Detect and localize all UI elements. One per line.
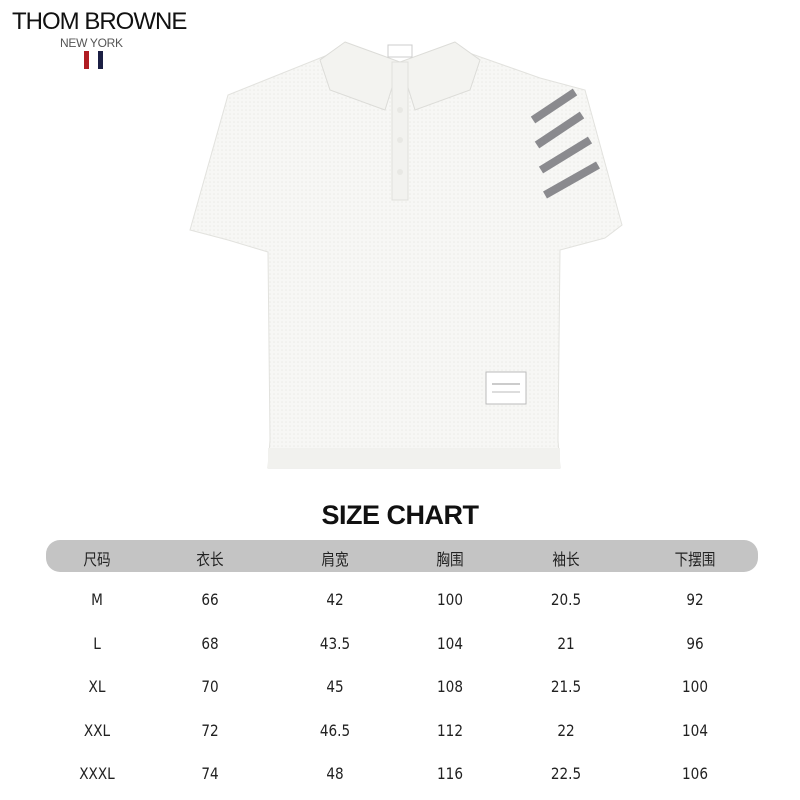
header-cell: 衣长 (196, 550, 224, 569)
table-cell: 116 (437, 764, 463, 783)
table-cell: 20.5 (550, 590, 582, 609)
table-cell: L (93, 634, 101, 653)
brand-name: THOM BROWNE (12, 8, 187, 35)
table-cell: 21.5 (550, 677, 582, 696)
header-cell: 胸围 (436, 550, 464, 569)
shirt-hem (268, 448, 560, 468)
polo-shirt-image (189, 41, 623, 469)
table-cell: 104 (682, 721, 708, 740)
table-cell: 74 (201, 764, 219, 783)
table-cell: 48 (326, 764, 344, 783)
table-cell: 70 (201, 677, 219, 696)
button (397, 107, 403, 113)
table-cell: 45 (326, 677, 344, 696)
size-chart-title: SIZE CHART (321, 500, 480, 530)
hem-label-patch (485, 371, 527, 405)
table-cell: 100 (437, 590, 463, 609)
shirt-body (189, 47, 623, 469)
table-cell: XL (88, 677, 106, 696)
button (397, 137, 403, 143)
table-cell: 100 (682, 677, 708, 696)
table-cell: 106 (682, 764, 708, 783)
table-cell: 66 (201, 590, 219, 609)
table-cell: 92 (686, 590, 704, 609)
table-cell: 96 (686, 634, 704, 653)
placket (391, 61, 409, 201)
size-chart-header: 尺码 衣长 肩宽 胸围 袖长 下摆围 (46, 540, 758, 572)
header-cell: 肩宽 (321, 550, 349, 569)
flag-stripe-blue (98, 51, 103, 69)
table-cell: 112 (437, 721, 463, 740)
header-cell: 下摆围 (674, 550, 716, 569)
table-cell: 46.5 (319, 721, 351, 740)
table-cell: XXL (83, 721, 111, 740)
neck-label (387, 44, 413, 58)
flag-stripe-red (84, 51, 89, 69)
collar-right (399, 41, 481, 111)
table-cell: 72 (201, 721, 219, 740)
header-cell: 尺码 (83, 550, 111, 569)
table-cell: M (91, 590, 103, 609)
table-cell: 108 (437, 677, 463, 696)
collar-left (319, 41, 401, 111)
table-cell: 68 (201, 634, 219, 653)
table-cell: XXXL (79, 764, 115, 783)
header-cell: 袖长 (552, 550, 580, 569)
table-cell: 104 (437, 634, 463, 653)
sleeve-stripes (530, 88, 600, 199)
button (397, 169, 403, 175)
table-cell: 21 (557, 634, 575, 653)
table-cell: 42 (326, 590, 344, 609)
table-cell: 43.5 (319, 634, 351, 653)
table-cell: 22.5 (550, 764, 582, 783)
table-cell: 22 (557, 721, 575, 740)
brand-city: NEW YORK (60, 36, 123, 50)
